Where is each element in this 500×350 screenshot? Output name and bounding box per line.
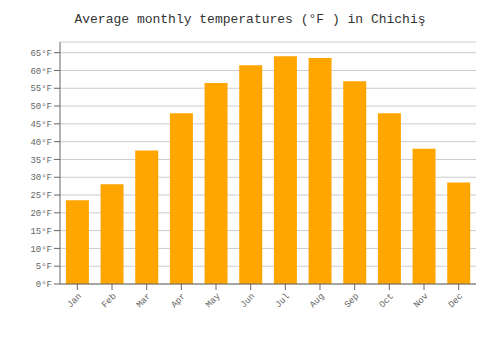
svg-text:Mar: Mar	[135, 292, 154, 311]
svg-text:5°F: 5°F	[36, 262, 52, 272]
svg-text:Jan: Jan	[65, 292, 84, 311]
svg-text:Oct: Oct	[377, 292, 396, 311]
svg-text:35°F: 35°F	[30, 156, 52, 166]
svg-text:Sep: Sep	[343, 292, 362, 311]
svg-text:60°F: 60°F	[30, 67, 52, 77]
svg-text:55°F: 55°F	[30, 84, 52, 94]
svg-text:Jun: Jun	[239, 292, 258, 311]
svg-text:65°F: 65°F	[30, 49, 52, 59]
svg-text:Apr: Apr	[169, 292, 188, 311]
svg-text:Feb: Feb	[100, 292, 119, 311]
svg-text:Aug: Aug	[308, 292, 327, 311]
svg-text:45°F: 45°F	[30, 120, 52, 130]
svg-text:10°F: 10°F	[30, 245, 52, 255]
svg-text:Nov: Nov	[412, 291, 431, 310]
svg-text:Dec: Dec	[447, 292, 466, 311]
html-text:Average monthly temperatures (: Average monthly temperatures (°F ) in Ch…	[74, 12, 426, 27]
svg-text:25°F: 25°F	[30, 191, 52, 201]
svg-text:15°F: 15°F	[30, 227, 52, 237]
svg-text:30°F: 30°F	[30, 173, 52, 183]
svg-text:Jul: Jul	[273, 292, 292, 311]
svg-text:40°F: 40°F	[30, 138, 52, 148]
svg-text:20°F: 20°F	[30, 209, 52, 219]
svg-text:50°F: 50°F	[30, 102, 52, 112]
svg-text:0°F: 0°F	[36, 280, 52, 290]
svg-text:May: May	[204, 291, 223, 310]
